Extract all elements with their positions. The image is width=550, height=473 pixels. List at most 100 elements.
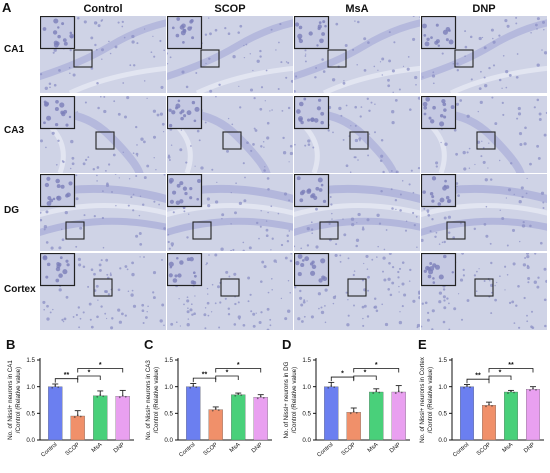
significance-label: * bbox=[341, 371, 344, 378]
column-title-dnp: DNP bbox=[472, 3, 496, 15]
micrograph-ca1-msa bbox=[294, 16, 420, 93]
x-tick-label: MsA bbox=[367, 442, 380, 454]
x-tick-label: SCOP bbox=[203, 442, 220, 457]
significance-bracket: ** bbox=[466, 373, 490, 384]
y-axis-label-2: /Control (Relative value) bbox=[15, 367, 22, 433]
bar-chart-c: C No. of Nissl+ neurons in CA3/Control (R… bbox=[144, 337, 272, 459]
micrograph-ca3-control bbox=[40, 96, 166, 173]
significance-bracket: * bbox=[353, 362, 400, 373]
bar-scop bbox=[482, 405, 496, 441]
micrograph-cortex-control bbox=[40, 253, 166, 330]
bar-scop bbox=[208, 409, 223, 441]
y-axis-label: No. of Nissl+ neurons in Cortex bbox=[419, 356, 426, 443]
row-title-ca1: CA1 bbox=[4, 44, 25, 55]
significance-bracket: ** bbox=[192, 372, 217, 383]
significance-bracket: ** bbox=[488, 362, 534, 373]
bar-control bbox=[324, 386, 339, 441]
y-tick-label: 0.5 bbox=[26, 411, 35, 418]
significance-label: ** bbox=[508, 362, 514, 369]
significance-label: * bbox=[88, 370, 91, 377]
row-title-dg: DG bbox=[4, 205, 19, 216]
micrograph-cortex-scop bbox=[167, 253, 293, 330]
panel-letter-b: B bbox=[6, 337, 15, 352]
significance-bracket: * bbox=[215, 362, 262, 373]
bar-dnp bbox=[391, 391, 406, 441]
x-tick-label: MsA bbox=[502, 442, 515, 454]
x-tick-label: Control bbox=[452, 442, 470, 459]
significance-bracket: * bbox=[215, 370, 239, 380]
y-tick-label: 1.0 bbox=[164, 384, 173, 391]
micrograph-ca3-scop bbox=[167, 96, 293, 173]
micrograph-dg-scop bbox=[167, 174, 293, 251]
micrograph-ca3-dnp bbox=[421, 96, 547, 173]
bar-dnp bbox=[526, 389, 540, 441]
y-tick-label: 0.0 bbox=[164, 437, 173, 444]
y-axis-label: No. of Nissl+ neurons in CA1 bbox=[7, 360, 14, 440]
y-tick-label: 1.5 bbox=[26, 357, 35, 364]
panel-a-letter: A bbox=[2, 0, 12, 15]
y-tick-label: 1.0 bbox=[302, 384, 311, 391]
significance-label: * bbox=[499, 370, 502, 377]
bar-chart-d: D No. of Nissl+ neurons in DG/Control (Re… bbox=[282, 337, 410, 459]
column-title-control: Control bbox=[83, 3, 123, 15]
y-tick-label: 0.0 bbox=[438, 437, 447, 444]
x-tick-label: MsA bbox=[229, 442, 242, 454]
y-tick-label: 0.0 bbox=[26, 437, 35, 444]
y-axis-label: No. of Nissl+ neurons in DG bbox=[283, 361, 290, 438]
y-axis-label-2: /Control (Relative value) bbox=[153, 367, 160, 433]
micrograph-cortex-msa bbox=[294, 253, 420, 330]
bar-msa bbox=[231, 394, 246, 441]
x-tick-label: Control bbox=[40, 442, 58, 459]
significance-label: * bbox=[364, 370, 367, 377]
micrograph-dg-dnp bbox=[421, 174, 547, 251]
y-tick-label: 1.5 bbox=[438, 357, 447, 364]
bar-msa bbox=[369, 391, 384, 441]
column-title-msa: MsA bbox=[345, 3, 369, 15]
micrograph-ca3-msa bbox=[294, 96, 420, 173]
significance-label: * bbox=[226, 370, 229, 377]
micrograph-ca1-control bbox=[40, 16, 166, 93]
panel-letter-e: E bbox=[418, 337, 427, 352]
x-tick-label: SCOP bbox=[476, 442, 493, 457]
column-title-scop: SCOP bbox=[214, 3, 246, 15]
x-tick-label: DNP bbox=[113, 442, 126, 455]
y-tick-label: 0.5 bbox=[164, 411, 173, 418]
significance-label: * bbox=[375, 362, 378, 369]
bar-control bbox=[186, 386, 201, 441]
bar-dnp bbox=[115, 396, 130, 441]
micrograph-dg-msa bbox=[294, 174, 420, 251]
significance-bracket: ** bbox=[54, 372, 79, 383]
significance-bracket: * bbox=[488, 370, 512, 380]
row-title-ca3: CA3 bbox=[4, 125, 25, 136]
y-tick-label: 1.0 bbox=[26, 384, 35, 391]
panel-letter-c: C bbox=[144, 337, 154, 352]
x-tick-label: MsA bbox=[91, 442, 104, 454]
x-tick-label: SCOP bbox=[341, 442, 358, 457]
y-tick-label: 1.5 bbox=[302, 357, 311, 364]
micrograph-ca1-dnp bbox=[421, 16, 547, 93]
x-tick-label: DNP bbox=[251, 442, 264, 455]
y-axis-label-2: /Control (Relative value) bbox=[291, 367, 298, 433]
micrograph-dg-control bbox=[40, 174, 166, 251]
micrograph-cortex-dnp bbox=[421, 253, 547, 330]
significance-label: * bbox=[99, 362, 102, 369]
y-tick-label: 1.0 bbox=[438, 384, 447, 391]
y-tick-label: 1.5 bbox=[164, 357, 173, 364]
bar-control bbox=[460, 386, 474, 441]
bar-msa bbox=[93, 395, 108, 441]
y-tick-label: 0.0 bbox=[302, 437, 311, 444]
bar-control bbox=[48, 386, 63, 441]
x-tick-label: SCOP bbox=[65, 442, 82, 457]
significance-bracket: * bbox=[77, 362, 124, 373]
significance-label: ** bbox=[475, 373, 481, 380]
bar-dnp bbox=[253, 397, 268, 441]
bar-msa bbox=[504, 391, 518, 441]
significance-label: ** bbox=[64, 372, 70, 379]
bar-chart-b: B No. of Nissl+ neurons in CA1/Control (R… bbox=[6, 337, 134, 459]
y-tick-label: 0.5 bbox=[438, 411, 447, 418]
micrograph-ca1-scop bbox=[167, 16, 293, 93]
significance-label: ** bbox=[202, 372, 208, 379]
significance-label: * bbox=[237, 362, 240, 369]
panel-letter-d: D bbox=[282, 337, 291, 352]
x-tick-label: Control bbox=[178, 442, 196, 459]
